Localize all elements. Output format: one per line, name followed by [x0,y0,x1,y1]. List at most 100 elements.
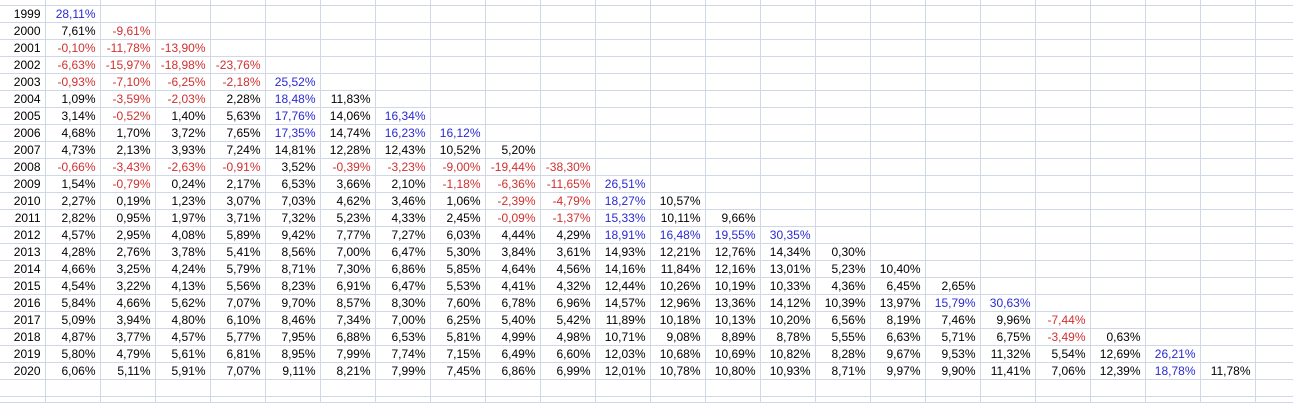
value-cell[interactable]: 9,97% [870,362,926,380]
empty-cell[interactable] [925,260,981,278]
value-cell[interactable]: -3,23% [375,158,431,176]
empty-cell[interactable] [650,56,706,74]
empty-cell[interactable] [1035,175,1091,193]
empty-cell[interactable] [0,0,46,6]
empty-cell[interactable] [870,175,926,193]
empty-cell[interactable] [650,175,706,193]
empty-cell[interactable] [540,396,596,403]
value-cell[interactable]: 6,88% [320,328,376,346]
empty-cell[interactable] [650,39,706,57]
empty-cell[interactable] [1145,226,1201,244]
value-cell[interactable]: 2,65% [925,277,981,295]
value-cell[interactable]: 2,17% [210,175,266,193]
empty-cell[interactable] [650,5,706,23]
value-cell[interactable]: 10,11% [650,209,706,227]
empty-cell[interactable] [925,209,981,227]
empty-cell[interactable] [210,39,266,57]
empty-cell[interactable] [705,396,761,403]
empty-cell[interactable] [1090,294,1146,312]
value-cell[interactable]: 7,00% [375,311,431,329]
value-cell[interactable]: 4,56% [540,260,596,278]
empty-cell[interactable] [595,5,651,23]
empty-cell[interactable] [1145,379,1201,397]
empty-cell[interactable] [1145,73,1201,91]
empty-cell[interactable] [595,379,651,397]
empty-cell[interactable] [1255,260,1293,278]
empty-cell[interactable] [485,22,541,40]
empty-cell[interactable] [0,396,46,403]
empty-cell[interactable] [100,0,156,6]
value-cell[interactable]: 14,81% [265,141,321,159]
value-cell[interactable]: -23,76% [210,56,266,74]
value-cell[interactable]: 4,33% [375,209,431,227]
value-cell[interactable]: -2,18% [210,73,266,91]
empty-cell[interactable] [980,22,1036,40]
empty-cell[interactable] [1255,141,1293,159]
empty-cell[interactable] [430,73,486,91]
value-cell[interactable]: 7,03% [265,192,321,210]
value-cell[interactable]: 2,13% [100,141,156,159]
value-cell[interactable]: 16,48% [650,226,706,244]
empty-cell[interactable] [980,107,1036,125]
empty-cell[interactable] [760,56,816,74]
value-cell[interactable]: -0,52% [100,107,156,125]
empty-cell[interactable] [155,22,211,40]
value-cell[interactable]: 1,70% [100,124,156,142]
empty-cell[interactable] [540,107,596,125]
value-cell[interactable]: 6,99% [540,362,596,380]
empty-cell[interactable] [1255,345,1293,363]
empty-cell[interactable] [870,158,926,176]
value-cell[interactable]: 5,53% [430,277,486,295]
empty-cell[interactable] [1090,5,1146,23]
value-cell[interactable]: -0,93% [45,73,101,91]
empty-cell[interactable] [540,90,596,108]
value-cell[interactable]: 7,45% [430,362,486,380]
empty-cell[interactable] [155,0,211,6]
empty-cell[interactable] [705,141,761,159]
value-cell[interactable]: -7,44% [1035,311,1091,329]
empty-cell[interactable] [1090,56,1146,74]
empty-cell[interactable] [1145,158,1201,176]
value-cell[interactable]: -0,10% [45,39,101,57]
empty-cell[interactable] [375,22,431,40]
empty-cell[interactable] [265,379,321,397]
value-cell[interactable]: 11,89% [595,311,651,329]
empty-cell[interactable] [540,141,596,159]
value-cell[interactable]: -0,09% [485,209,541,227]
value-cell[interactable]: 15,33% [595,209,651,227]
empty-cell[interactable] [925,243,981,261]
value-cell[interactable]: 12,21% [650,243,706,261]
empty-cell[interactable] [1145,243,1201,261]
empty-cell[interactable] [1035,294,1091,312]
empty-cell[interactable] [1200,379,1256,397]
empty-cell[interactable] [540,73,596,91]
empty-cell[interactable] [1035,158,1091,176]
empty-cell[interactable] [815,0,871,6]
value-cell[interactable]: 2,82% [45,209,101,227]
value-cell[interactable]: 4,29% [540,226,596,244]
value-cell[interactable]: 6,03% [430,226,486,244]
empty-cell[interactable] [430,90,486,108]
empty-cell[interactable] [650,107,706,125]
year-cell[interactable]: 2013 [0,243,46,261]
empty-cell[interactable] [430,22,486,40]
empty-cell[interactable] [760,158,816,176]
empty-cell[interactable] [1145,22,1201,40]
value-cell[interactable]: 10,69% [705,345,761,363]
value-cell[interactable]: 2,95% [100,226,156,244]
value-cell[interactable]: 0,63% [1090,328,1146,346]
value-cell[interactable]: 4,32% [540,277,596,295]
value-cell[interactable]: 8,46% [265,311,321,329]
value-cell[interactable]: 8,21% [320,362,376,380]
empty-cell[interactable] [430,39,486,57]
empty-cell[interactable] [1035,124,1091,142]
value-cell[interactable]: 16,23% [375,124,431,142]
empty-cell[interactable] [870,0,926,6]
empty-cell[interactable] [650,124,706,142]
value-cell[interactable]: 3,84% [485,243,541,261]
empty-cell[interactable] [1035,73,1091,91]
value-cell[interactable]: -1,18% [430,175,486,193]
value-cell[interactable]: 3,22% [100,277,156,295]
empty-cell[interactable] [1145,209,1201,227]
value-cell[interactable]: 15,79% [925,294,981,312]
